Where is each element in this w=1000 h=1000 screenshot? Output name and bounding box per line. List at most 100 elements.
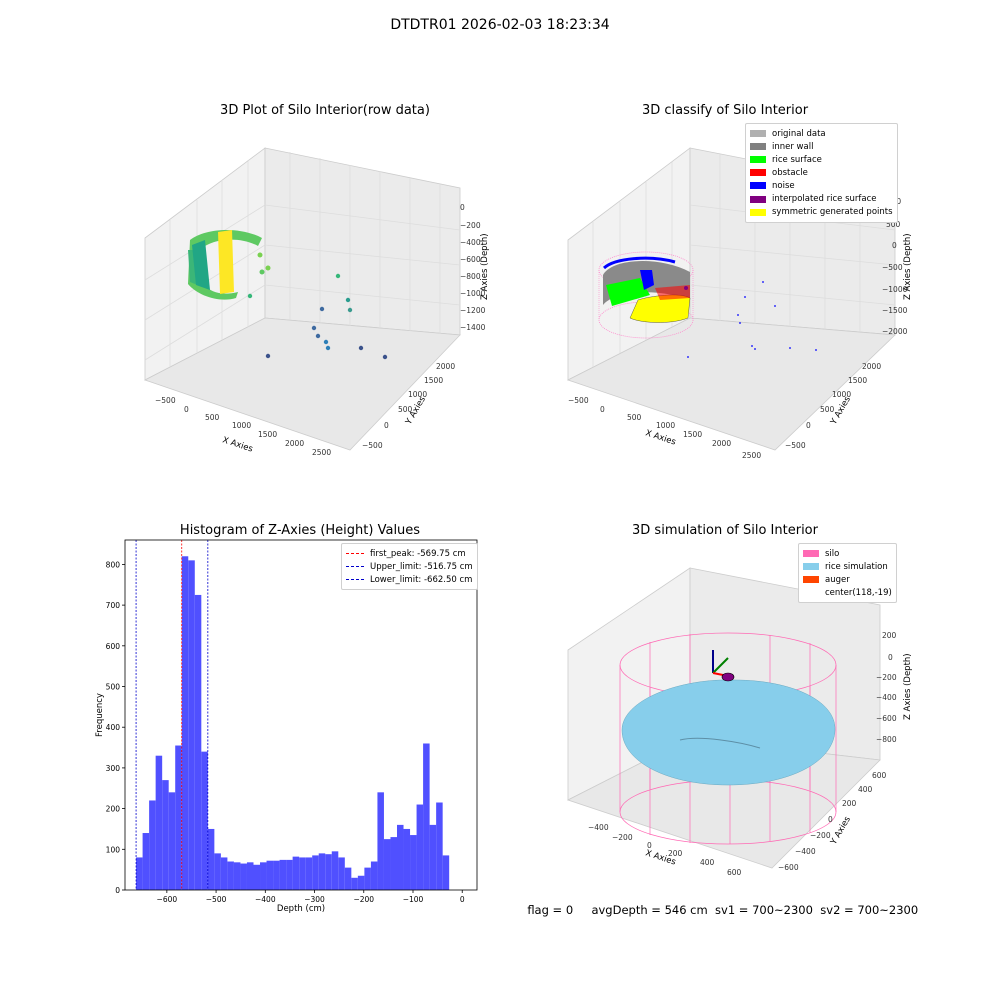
legend-swatch [803,576,819,584]
legend-entry: Lower_limit: -662.50 cm [346,573,473,586]
histogram-bar [397,824,404,890]
histogram-bar [162,780,169,890]
panel4-x-ticks: −400 −200 0 200 400 600 [588,823,742,877]
histogram-bar [364,867,371,890]
svg-text:0: 0 [888,653,893,662]
panel1-z-ticks: −1400 −1200 −1000 −800 −600 −400 −200 0 [460,203,486,332]
svg-text:−800: −800 [876,735,897,744]
svg-text:−400: −400 [795,847,816,856]
panel4-zlabel: Z Axies (Depth) [903,653,913,720]
svg-text:1500: 1500 [848,376,867,385]
panel4-z-ticks: −800 −600 −400 −200 0 200 [876,631,897,744]
histogram-bar [344,867,352,890]
histogram-xlabel: Depth (cm) [277,904,325,914]
svg-text:2500: 2500 [312,448,331,457]
legend-label: auger [825,574,850,585]
histogram-bar [207,828,215,890]
svg-text:500: 500 [627,413,642,422]
histogram-bar [201,751,208,890]
svg-text:1500: 1500 [258,430,277,439]
svg-text:200: 200 [842,799,857,808]
legend-line-swatch [346,566,364,568]
histogram-bar [331,851,339,890]
svg-text:1000: 1000 [832,390,851,399]
legend-entry: auger [803,573,892,586]
histogram-bar [246,862,254,890]
legend-entry: Upper_limit: -516.75 cm [346,560,473,573]
panel2-legend: original data inner wall rice surface obsta… [745,123,898,223]
svg-text:2000: 2000 [436,362,455,371]
histogram-bar [292,856,300,890]
panel4-legend: silo rice simulation auger center(118,-19) [798,543,897,604]
histogram-bar [377,792,384,890]
svg-text:500: 500 [886,220,901,229]
svg-text:1000: 1000 [408,390,427,399]
svg-text:−400: −400 [876,693,897,702]
histogram-bar [214,853,221,890]
svg-text:2000: 2000 [285,439,304,448]
svg-text:−500: −500 [362,441,383,450]
histogram-bar [325,854,332,890]
legend-entry: first_peak: -569.75 cm [346,547,473,560]
histogram-bar [338,857,345,890]
svg-text:−200: −200 [460,221,481,230]
svg-text:−1000: −1000 [460,289,486,298]
panel2-zlabel: Z Axies (Depth) [903,233,913,300]
sv2-text: sv2 = 700~2300 [820,903,919,917]
y-tick-label: 400 [106,723,121,732]
svg-text:1500: 1500 [424,376,443,385]
histogram-bar [286,859,293,890]
footer-status: flag = 0 avgDepth = 546 cm sv1 = 700~230… [520,889,918,917]
histogram-bar [423,743,430,890]
svg-text:600: 600 [872,771,887,780]
svg-text:0: 0 [384,421,389,430]
x-tick-label: −500 [206,895,227,904]
histogram-bar [233,862,241,890]
histogram-bar [370,861,378,890]
svg-text:−500: −500 [785,441,806,450]
legend-label: first_peak: -569.75 cm [370,548,466,559]
histogram-bar [175,745,182,890]
legend-entry: center(118,-19) [803,586,892,599]
svg-text:1000: 1000 [232,421,251,430]
legend-label: rice surface [772,154,822,165]
svg-text:600: 600 [727,868,742,877]
legend-swatch [750,195,766,203]
svg-text:−800: −800 [460,272,481,281]
svg-text:−200: −200 [612,833,633,842]
y-tick-label: 300 [106,764,121,773]
histogram-bar [403,828,411,890]
histogram-bar [220,857,228,890]
panel3-title: Histogram of Z-Axies (Height) Values [179,523,421,538]
panel3-legend: first_peak: -569.75 cm Upper_limit: -516.… [341,543,478,591]
legend-entry: interpolated rice surface [750,192,893,205]
sv1-text: sv1 = 700~2300 [715,903,813,917]
legend-swatch [750,208,766,216]
histogram-bar [142,833,150,890]
svg-text:1500: 1500 [683,430,702,439]
svg-text:2000: 2000 [712,439,731,448]
y-tick-label: 0 [115,886,120,895]
histogram-bar [410,835,417,890]
histogram-bar [429,824,437,890]
legend-entry: rice simulation [803,560,892,573]
svg-text:−400: −400 [588,823,609,832]
histogram-bar [240,863,247,890]
svg-text:−500: −500 [155,396,176,405]
histogram-bar [305,857,313,890]
svg-text:1000: 1000 [656,421,675,430]
svg-text:−1500: −1500 [882,306,908,315]
svg-text:−600: −600 [460,255,481,264]
x-tick-label: 0 [460,895,465,904]
legend-entry: symmetric generated points [750,206,893,219]
panel1-axes-frame [143,147,461,451]
histogram-bar [181,556,189,890]
legend-entry: original data [750,127,893,140]
auger [712,650,735,682]
histogram-bar [318,853,326,890]
legend-label: noise [772,180,795,191]
x-tick-label: −400 [255,895,276,904]
legend-entry: obstacle [750,166,893,179]
